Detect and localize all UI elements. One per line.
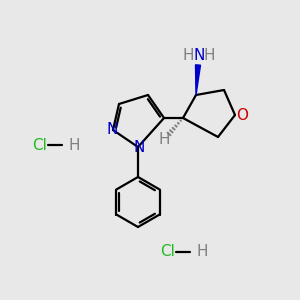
Text: H: H (182, 49, 194, 64)
Text: N: N (106, 122, 118, 136)
Text: Cl: Cl (32, 137, 47, 152)
Text: Cl: Cl (160, 244, 175, 260)
Text: N: N (133, 140, 145, 155)
Polygon shape (196, 65, 200, 95)
Text: H: H (158, 131, 170, 146)
Text: O: O (236, 109, 248, 124)
Text: H: H (68, 137, 80, 152)
Text: H: H (196, 244, 208, 260)
Text: H: H (203, 49, 215, 64)
Text: N: N (193, 49, 205, 64)
